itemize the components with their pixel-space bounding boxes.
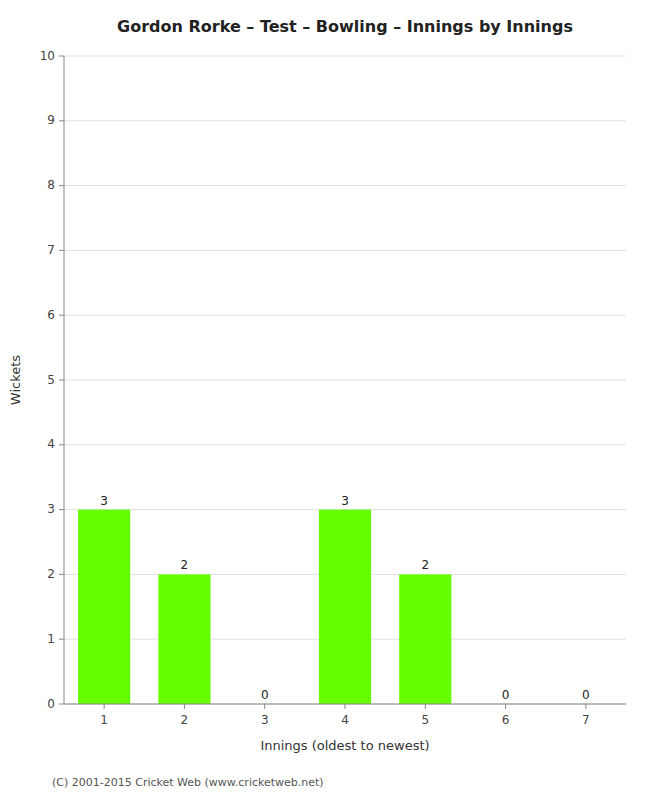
x-axis-label: Innings (oldest to newest) [260, 738, 429, 753]
chart-container: 0 1 2 3 4 5 6 7 8 9 10 3 2 0 3 2 0 0 1 2 3 4 5 6 7 Gordon Rorke –… [0, 0, 650, 800]
data-label: 3 [341, 494, 349, 508]
bars [78, 510, 451, 704]
y-tick [59, 380, 64, 381]
footer-note: (C) 2001-2015 Cricket Web (www.cricketwe… [52, 776, 324, 789]
data-label: 2 [421, 558, 429, 572]
y-tick [59, 574, 64, 575]
grid [64, 56, 626, 704]
y-tick [59, 315, 64, 316]
y-tick-label: 7 [47, 243, 55, 257]
x-tick-label: 4 [341, 713, 349, 727]
y-tick [59, 56, 64, 57]
y-tick-label: 5 [47, 373, 55, 387]
data-label: 0 [582, 688, 590, 702]
y-tick [59, 120, 64, 121]
chart-svg: 0 1 2 3 4 5 6 7 8 9 10 3 2 0 3 2 0 0 1 2 3 4 5 6 7 Gordon Rorke –… [0, 0, 650, 800]
y-tick-label: 10 [40, 49, 55, 63]
data-label: 0 [261, 688, 269, 702]
y-tick [59, 444, 64, 445]
data-label: 3 [100, 494, 108, 508]
x-tick [264, 704, 265, 709]
x-tick-label: 2 [181, 713, 189, 727]
data-label: 2 [181, 558, 189, 572]
y-axis-label: Wickets [8, 355, 23, 405]
plot-area: 0 1 2 3 4 5 6 7 8 9 10 3 2 0 3 2 0 0 1 2 3 4 5 6 7 [40, 49, 626, 728]
x-tick [104, 704, 105, 709]
y-tick-label: 3 [47, 502, 55, 516]
grid-line [64, 56, 626, 57]
y-tick-label: 6 [47, 308, 55, 322]
x-tick-label: 5 [421, 713, 429, 727]
x-tick-label: 1 [100, 713, 108, 727]
x-tick [585, 704, 586, 709]
x-tick-label: 6 [502, 713, 510, 727]
y-tick-label: 1 [47, 632, 55, 646]
x-tick [425, 704, 426, 709]
grid-line [64, 250, 626, 251]
grid-line [64, 120, 626, 121]
y-tick-label: 4 [47, 437, 55, 451]
grid-line [64, 315, 626, 316]
chart-title: Gordon Rorke – Test – Bowling – Innings … [117, 17, 573, 36]
bar [158, 574, 210, 704]
x-tick [184, 704, 185, 709]
bar [399, 574, 451, 704]
bar [78, 510, 130, 704]
y-tick [59, 250, 64, 251]
x-tick [345, 704, 346, 709]
data-label: 0 [502, 688, 510, 702]
y-tick-label: 9 [47, 113, 55, 127]
y-tick [59, 185, 64, 186]
y-tick-label: 0 [47, 697, 55, 711]
grid-line [64, 444, 626, 445]
grid-line [64, 185, 626, 186]
y-tick [59, 509, 64, 510]
y-tick-label: 2 [47, 567, 55, 581]
y-tick-label: 8 [47, 178, 55, 192]
bar [319, 510, 371, 704]
y-tick [59, 639, 64, 640]
x-tick-label: 3 [261, 713, 269, 727]
x-tick [505, 704, 506, 709]
y-tick [59, 704, 64, 705]
x-tick-label: 7 [582, 713, 590, 727]
y-axis-line [64, 56, 65, 704]
grid-line [64, 380, 626, 381]
